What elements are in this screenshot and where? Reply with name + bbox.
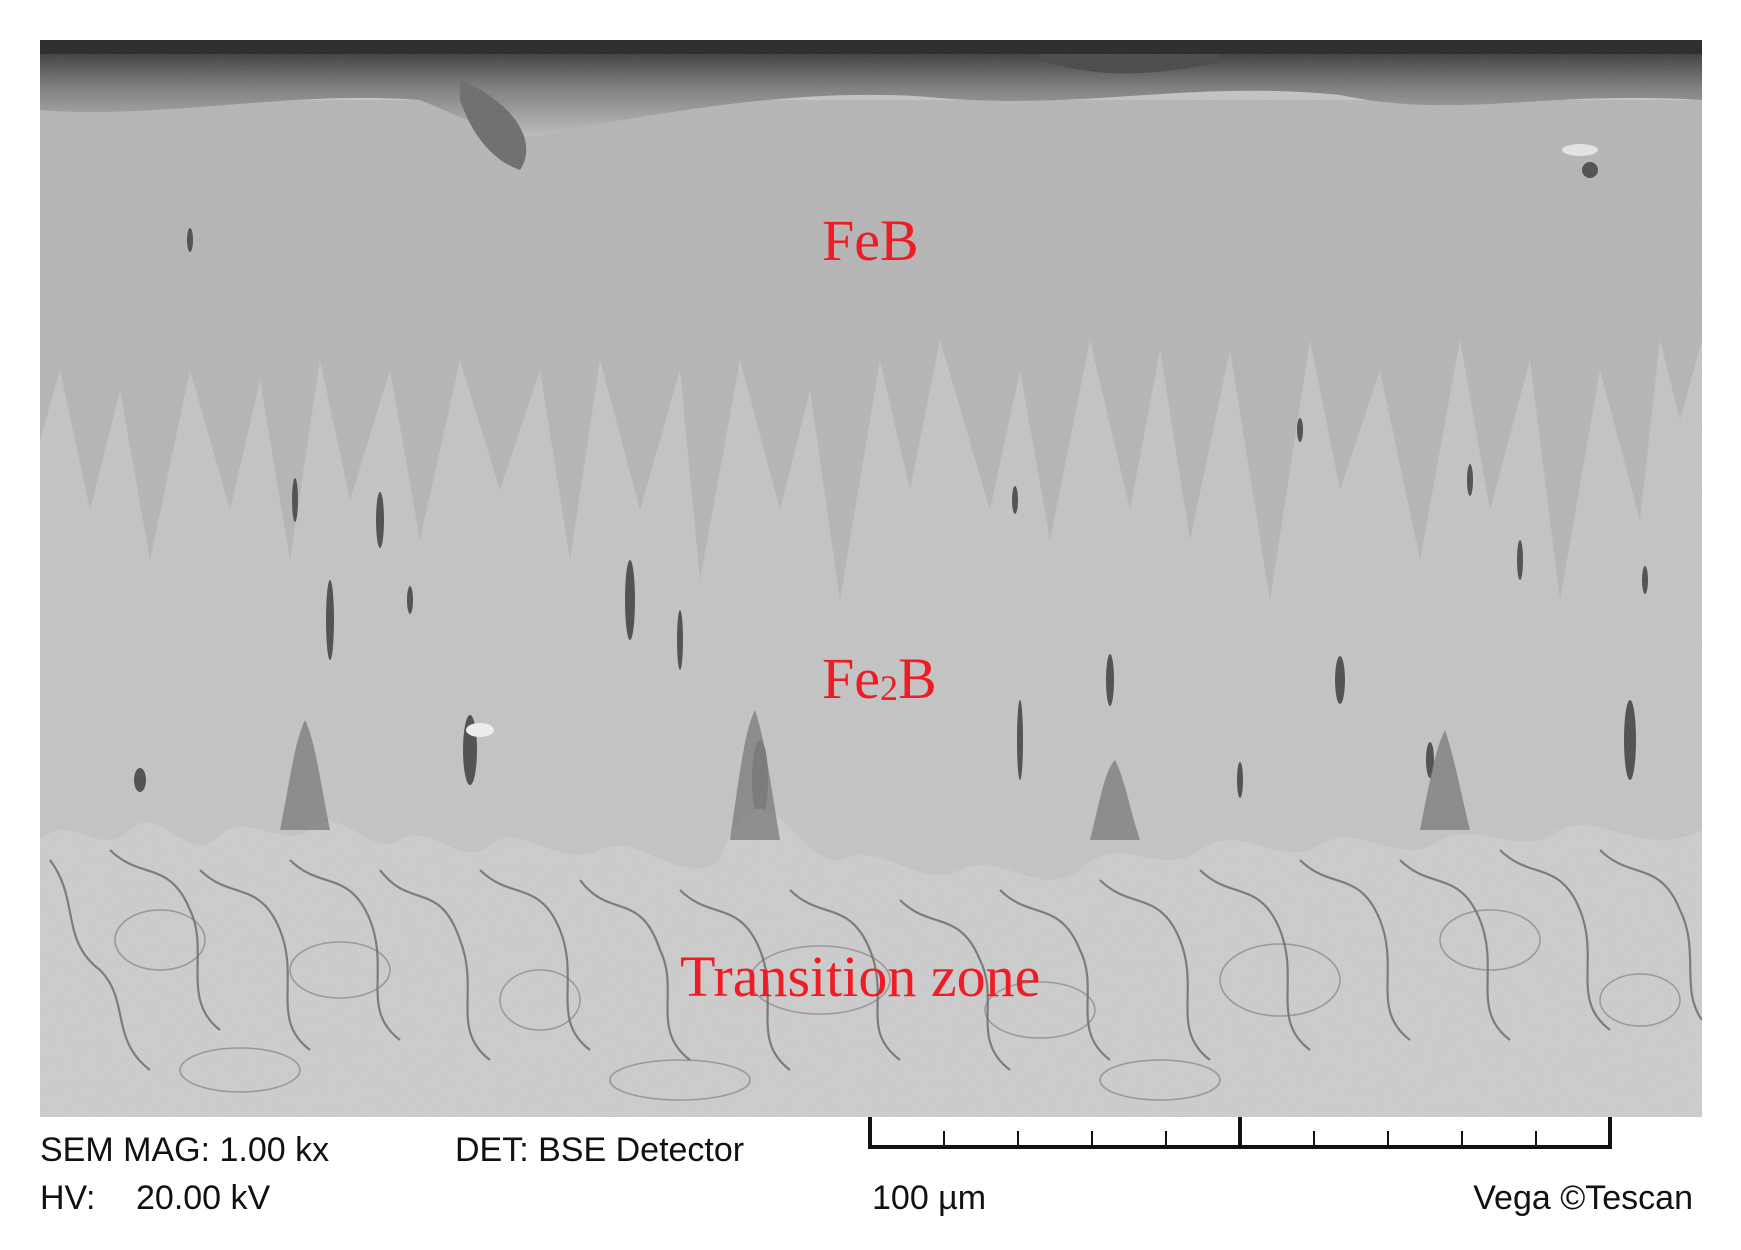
fe2b-label-prefix: Fe [822,646,880,711]
hv-label: HV: [40,1179,96,1217]
transition-zone-label: Transition zone [680,944,1041,1009]
fe2b-label-subscript: 2 [880,668,898,708]
scale-label: 100 µm [872,1179,987,1217]
sem-info-bar: SEM MAG: 1.00 kx DET: BSE Detector HV: 2… [0,1117,1741,1250]
scale-bar [868,1117,1612,1149]
brand-text: Vega ©Tescan [1473,1179,1693,1217]
sem-mag-text: SEM MAG: 1.00 kx [40,1131,330,1169]
hv-value: 20.00 kV [136,1179,271,1217]
feb-phase-label: FeB [822,208,919,273]
sem-micrograph: FeB Fe2B Transition zone [40,40,1702,1117]
detector-text: DET: BSE Detector [455,1131,745,1169]
fe2b-phase-label: Fe2B [822,650,937,708]
fe2b-label-suffix: B [898,646,937,711]
micrograph-image [40,40,1702,1117]
